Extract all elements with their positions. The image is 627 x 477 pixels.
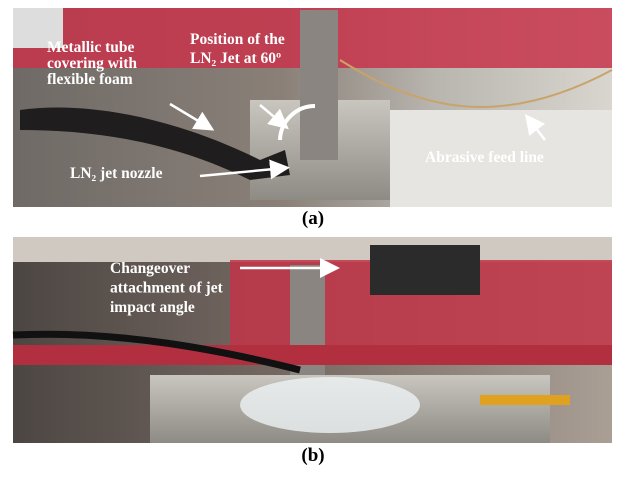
annotation: attachment of jet — [110, 280, 224, 297]
annotation: Changeover — [110, 260, 190, 277]
caption: (a) — [302, 208, 324, 229]
annotation: Metallic tube — [47, 39, 134, 56]
figure: (a) Metallic tubecovering withflexible fo… — [0, 0, 627, 472]
caption: (b) — [301, 445, 324, 466]
photo-b — [13, 237, 612, 443]
annotation: impact angle — [110, 299, 195, 316]
annotation: LN₂ Jet at 60º — [190, 50, 281, 67]
annotation: Position of the — [190, 31, 285, 48]
annotation: flexible foam — [47, 71, 133, 88]
annotation: Abrasive feed line — [425, 149, 544, 166]
annotation: LN₂ jet nozzle — [70, 165, 163, 182]
annotation: covering with — [47, 55, 137, 72]
